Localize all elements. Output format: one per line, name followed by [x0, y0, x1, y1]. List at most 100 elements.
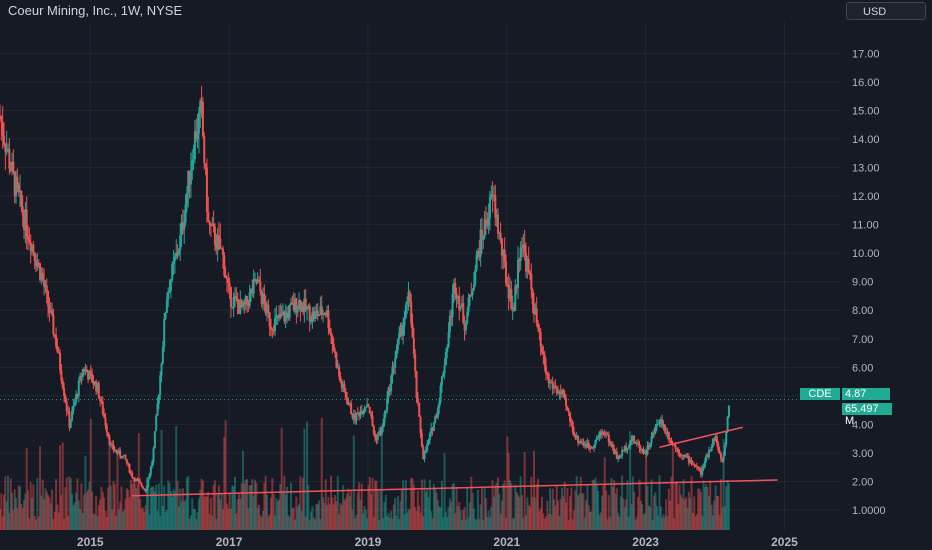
- volume-bar: [279, 483, 282, 530]
- volume-bar: [468, 502, 471, 530]
- candle-body: [434, 415, 437, 423]
- candle-body: [629, 441, 632, 447]
- volume-bar: [439, 507, 442, 530]
- candle-body: [495, 214, 498, 218]
- volume-bar: [655, 506, 658, 530]
- volume-bar: [177, 506, 180, 530]
- volume-bar: [432, 483, 435, 530]
- volume-bar: [67, 516, 70, 530]
- volume-bar: [635, 517, 638, 530]
- candle-body: [455, 293, 458, 299]
- candle-body: [286, 312, 289, 314]
- volume-bar: [240, 483, 243, 530]
- volume-bar: [490, 506, 493, 530]
- volume-bar: [172, 488, 175, 530]
- candle-body: [438, 402, 441, 408]
- volume-bar: [176, 481, 179, 530]
- volume-bar: [376, 490, 379, 530]
- candle-body: [669, 439, 672, 441]
- volume-bar: [197, 498, 200, 530]
- volume-bar: [75, 492, 78, 530]
- volume-bar: [362, 513, 365, 530]
- candle-body: [484, 219, 487, 224]
- candle-body: [121, 455, 124, 459]
- volume-bar: [319, 519, 322, 530]
- candle-body: [515, 285, 518, 289]
- volume-label: 65.497 M: [842, 403, 892, 427]
- candle-body: [395, 350, 398, 359]
- last-price-label: 4.87: [842, 388, 890, 400]
- volume-bar: [120, 486, 123, 530]
- volume-bar: [406, 512, 409, 530]
- candle-body: [282, 311, 285, 316]
- y-tick-label: 7.00: [852, 334, 873, 346]
- volume-bar: [384, 494, 387, 530]
- candle-body: [81, 368, 84, 377]
- candle-body: [407, 292, 410, 302]
- candle-body: [233, 296, 236, 298]
- candle-body: [156, 403, 159, 416]
- candle-body: [200, 100, 203, 102]
- y-tick-label: 11.00: [852, 220, 879, 232]
- volume-bar: [561, 487, 564, 530]
- candle-body: [665, 431, 668, 434]
- volume-bar: [291, 508, 294, 530]
- candle-body: [645, 450, 648, 455]
- candle-body: [355, 412, 358, 421]
- candle-body: [65, 402, 68, 411]
- candle-body: [220, 248, 223, 250]
- candle-body: [219, 238, 222, 250]
- candle-body: [705, 455, 708, 462]
- volume-bar: [101, 492, 104, 530]
- volume-bar: [599, 512, 602, 530]
- candle-body: [319, 306, 322, 315]
- volume-bar: [139, 498, 142, 530]
- candle-body: [151, 461, 154, 467]
- candle-body: [499, 232, 502, 239]
- candle-body: [221, 248, 224, 256]
- volume-bar: [719, 479, 722, 530]
- volume-bar: [392, 504, 395, 530]
- candle-body: [153, 430, 156, 449]
- candle-body: [330, 332, 333, 336]
- volume-bar: [39, 446, 42, 530]
- volume-bar: [626, 480, 629, 530]
- candle-body: [13, 171, 16, 197]
- volume-bar: [335, 501, 338, 530]
- candle-body: [594, 439, 597, 446]
- volume-bar: [487, 510, 490, 530]
- volume-bar: [659, 506, 662, 530]
- candle-body: [411, 323, 414, 338]
- candle-body: [460, 303, 463, 307]
- volume-bar: [97, 505, 100, 530]
- y-tick-label: 13.00: [852, 163, 880, 175]
- volume-bar: [89, 418, 92, 530]
- volume-bar: [351, 509, 354, 530]
- candle-body: [262, 293, 265, 304]
- candle-body: [666, 431, 669, 434]
- candle-body: [625, 446, 628, 451]
- candle-body: [491, 194, 494, 196]
- candle-body: [192, 159, 195, 161]
- volume-bar: [492, 496, 495, 530]
- volume-bar: [173, 491, 176, 530]
- candle-body: [519, 247, 522, 262]
- volume-bar: [455, 486, 458, 530]
- volume-bar: [338, 514, 341, 530]
- candle-body: [487, 217, 490, 226]
- candle-body: [83, 368, 86, 372]
- candle-body: [29, 242, 32, 252]
- volume-bar: [419, 512, 422, 530]
- volume-bar: [35, 519, 38, 530]
- candle-body: [97, 383, 100, 399]
- candle-body: [520, 247, 523, 249]
- currency-button[interactable]: USD: [846, 2, 926, 20]
- volume-bar: [674, 482, 677, 530]
- candle-body: [566, 406, 569, 411]
- candle-body: [346, 398, 349, 405]
- candle-body: [5, 149, 8, 152]
- candle-body: [95, 381, 98, 392]
- volume-bar: [619, 496, 622, 530]
- volume-bar: [711, 515, 714, 530]
